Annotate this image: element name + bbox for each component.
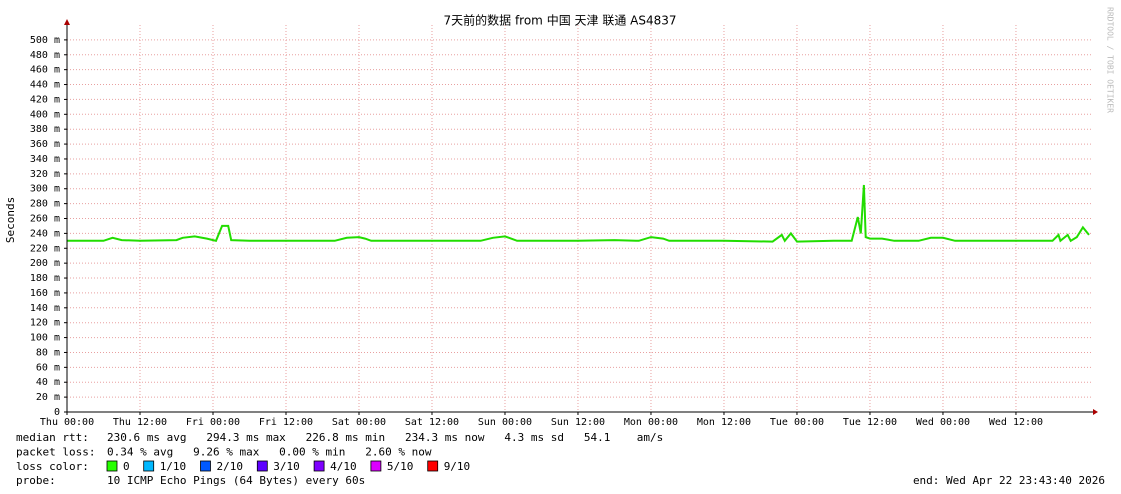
chart-title: 7天前的数据 from 中国 天津 联通 AS4837: [444, 13, 677, 28]
loss-swatch: [106, 460, 118, 472]
y-tick-label: 340 m: [30, 154, 60, 165]
loss-label: loss color:: [16, 460, 89, 473]
y-tick-label: 240 m: [30, 228, 60, 239]
x-tick-label: Fri 00:00: [186, 417, 240, 428]
y-tick-label: 180 m: [30, 273, 60, 284]
y-tick-label: 60 m: [36, 362, 60, 373]
x-tick-label: Sat 00:00: [332, 417, 386, 428]
y-tick-label: 220 m: [30, 243, 60, 254]
y-tick-label: 440 m: [30, 80, 60, 91]
y-tick-label: 0: [54, 407, 60, 418]
y-tick-label: 480 m: [30, 50, 60, 61]
y-tick-label: 120 m: [30, 318, 60, 329]
median-line: [67, 184, 1090, 243]
loss-swatch: [256, 460, 268, 472]
y-tick-label: 80 m: [36, 347, 60, 358]
x-tick-label: Sun 12:00: [551, 417, 605, 428]
y-tick-label: 260 m: [30, 214, 60, 225]
y-tick-label: 200 m: [30, 258, 60, 269]
loss-swatch: [313, 460, 325, 472]
probe: 10 ICMP Echo Pings (64 Bytes) every 60s: [107, 474, 365, 487]
y-tick-label: 320 m: [30, 169, 60, 180]
loss-color-label: 0: [123, 460, 130, 473]
x-tick-label: Wed 00:00: [916, 417, 970, 428]
x-tick-label: Thu 00:00: [40, 417, 94, 428]
y-arrow: [64, 19, 70, 25]
loss-swatch: [200, 460, 211, 472]
probe-label: probe:: [16, 474, 56, 487]
x-tick-label: Tue 00:00: [770, 417, 824, 428]
y-tick-label: 140 m: [30, 303, 60, 314]
y-tick-label: 360 m: [30, 139, 60, 150]
loss-color-label: 1/10: [160, 460, 187, 473]
y-tick-label: 100 m: [30, 333, 60, 344]
grid: 0 20 m 40 m 60 m 80 m 100 m 120 m 140 m 160 m 180…: [30, 25, 1092, 428]
plot: [67, 184, 1090, 243]
x-arrow: [1093, 409, 1098, 415]
stat-text: 230.6 ms avg 294.3 ms max 226.8 ms min 2…: [107, 431, 663, 444]
x-tick-label: Fri 12:00: [259, 417, 313, 428]
stat-label: packet loss:: [16, 446, 95, 459]
x-tick-label: Wed 12:00: [989, 417, 1043, 428]
y-tick-label: 400 m: [30, 109, 60, 120]
y-tick-label: 460 m: [30, 65, 60, 76]
y-tick-label: 300 m: [30, 184, 60, 195]
info: median rtt: 230.6 ms avg 294.3 ms max 226…: [16, 431, 1105, 487]
loss-color-label: 5/10: [387, 460, 414, 473]
x-tick-label: Sat 12:00: [405, 417, 459, 428]
y-tick-label: 40 m: [36, 377, 60, 388]
end-time: end: Wed Apr 22 23:43:40 2026: [913, 474, 1105, 487]
x-tick-label: Sun 00:00: [478, 417, 532, 428]
x-tick-label: Tue 12:00: [843, 417, 897, 428]
stat-text: 0.34 % avg 9.26 % max 0.00 % min 2.60 % …: [107, 446, 432, 459]
x-tick-label: Mon 12:00: [697, 417, 751, 428]
y-tick-label: 420 m: [30, 94, 60, 105]
y-tick-label: 380 m: [30, 124, 60, 135]
loss-swatch: [370, 460, 382, 472]
loss-color-label: 4/10: [330, 460, 357, 473]
x-tick-label: Mon 00:00: [624, 417, 678, 428]
x-tick-label: Thu 12:00: [113, 417, 167, 428]
y-tick-label: 20 m: [36, 392, 60, 403]
loss-swatch: [143, 460, 155, 472]
y-tick-label: 160 m: [30, 288, 60, 299]
loss-color-label: 9/10: [444, 460, 471, 473]
y-tick-label: 500 m: [30, 35, 60, 46]
y-tick-label: 280 m: [30, 199, 60, 210]
stat-label: median rtt:: [16, 431, 89, 444]
loss-swatch: [427, 460, 439, 472]
watermark: RRDTOOL / TOBI OETIKER: [1106, 7, 1115, 113]
y-axis-label: Seconds: [4, 197, 17, 243]
loss-color-label: 3/10: [273, 460, 300, 473]
loss-color-label: 2/10: [217, 460, 244, 473]
